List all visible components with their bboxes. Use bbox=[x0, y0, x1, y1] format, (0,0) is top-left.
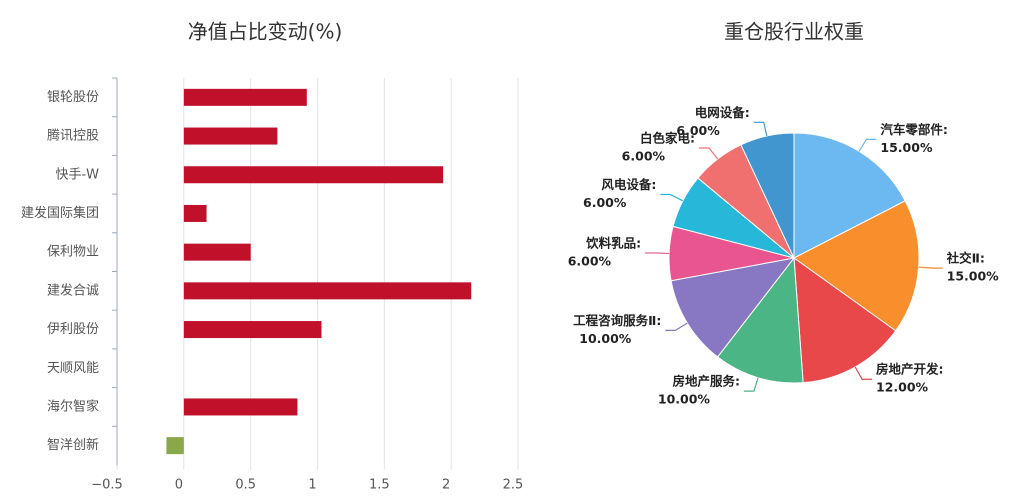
pie-value-label: 6.00% bbox=[622, 148, 666, 163]
bar bbox=[183, 166, 444, 184]
x-tick-label: −0.5 bbox=[91, 478, 123, 493]
bar bbox=[183, 127, 278, 145]
leader-line bbox=[660, 193, 684, 202]
pie-slice bbox=[793, 132, 906, 259]
leader-line bbox=[645, 252, 670, 255]
x-tick-label: 1.5 bbox=[369, 478, 390, 493]
pie-value-label: 6.00% bbox=[568, 253, 612, 268]
y-tick-label: 海尔智家 bbox=[47, 398, 99, 414]
bar bbox=[166, 437, 184, 455]
y-tick-label: 智洋创新 bbox=[47, 437, 99, 453]
leader-line bbox=[858, 138, 877, 152]
bar bbox=[183, 204, 207, 222]
x-tick-label: 0.5 bbox=[235, 478, 256, 493]
bar bbox=[183, 321, 322, 339]
bar bbox=[183, 88, 307, 106]
x-tick-label: 1 bbox=[308, 478, 316, 493]
y-tick-label: 天顺风能 bbox=[47, 361, 99, 376]
pie-label: 电网设备: bbox=[695, 105, 750, 120]
pie-label: 房地产服务: bbox=[672, 374, 740, 389]
leader-line bbox=[699, 147, 719, 160]
pie-label: 房地产开发: bbox=[876, 362, 944, 377]
x-tick-label: 0 bbox=[175, 478, 183, 493]
leader-line bbox=[854, 366, 873, 380]
pie-value-label: 10.00% bbox=[579, 331, 632, 346]
leader-line bbox=[918, 266, 943, 269]
pie-value-label: 6.00% bbox=[583, 195, 627, 210]
pie-label: 风电设备: bbox=[601, 177, 656, 192]
pie-value-label: 12.00% bbox=[876, 380, 929, 395]
x-tick-label: 2 bbox=[442, 478, 450, 493]
pie-slice bbox=[793, 200, 920, 332]
y-tick-label: 保利物业 bbox=[47, 245, 99, 260]
pie-label: 社交Ⅱ: bbox=[946, 251, 985, 266]
chart-title: 重仓股行业权重 bbox=[724, 20, 864, 44]
y-tick-label: 伊利股份 bbox=[47, 322, 99, 337]
y-tick-label: 腾讯控股 bbox=[47, 128, 99, 144]
pie-value-label: 10.00% bbox=[658, 392, 711, 407]
leader-line bbox=[743, 377, 759, 392]
bar bbox=[183, 282, 472, 300]
bar bbox=[183, 398, 298, 416]
leader-line bbox=[753, 121, 768, 137]
pie-label: 饮料乳品: bbox=[585, 235, 641, 250]
bar bbox=[183, 243, 251, 261]
pie-value-label: 15.00% bbox=[947, 269, 1000, 284]
pie-value-label: 15.00% bbox=[880, 140, 933, 155]
y-tick-label: 建发合诚 bbox=[47, 282, 99, 298]
pie-label: 工程咨询服务Ⅱ: bbox=[573, 313, 661, 328]
y-tick-label: 银轮股份 bbox=[47, 90, 99, 105]
pie-slice bbox=[740, 132, 795, 259]
chart-title: 净值占比变动(%) bbox=[188, 20, 343, 44]
y-tick-label: 快手-W bbox=[55, 167, 99, 182]
y-tick-label: 建发国际集团 bbox=[21, 205, 99, 221]
pie-label: 白色家电: bbox=[640, 130, 695, 145]
leader-line bbox=[665, 322, 688, 332]
pie-label: 汽车零部件: bbox=[880, 122, 948, 137]
pie-value-label: 6.00% bbox=[676, 123, 720, 138]
x-tick-label: 2.5 bbox=[503, 478, 524, 493]
